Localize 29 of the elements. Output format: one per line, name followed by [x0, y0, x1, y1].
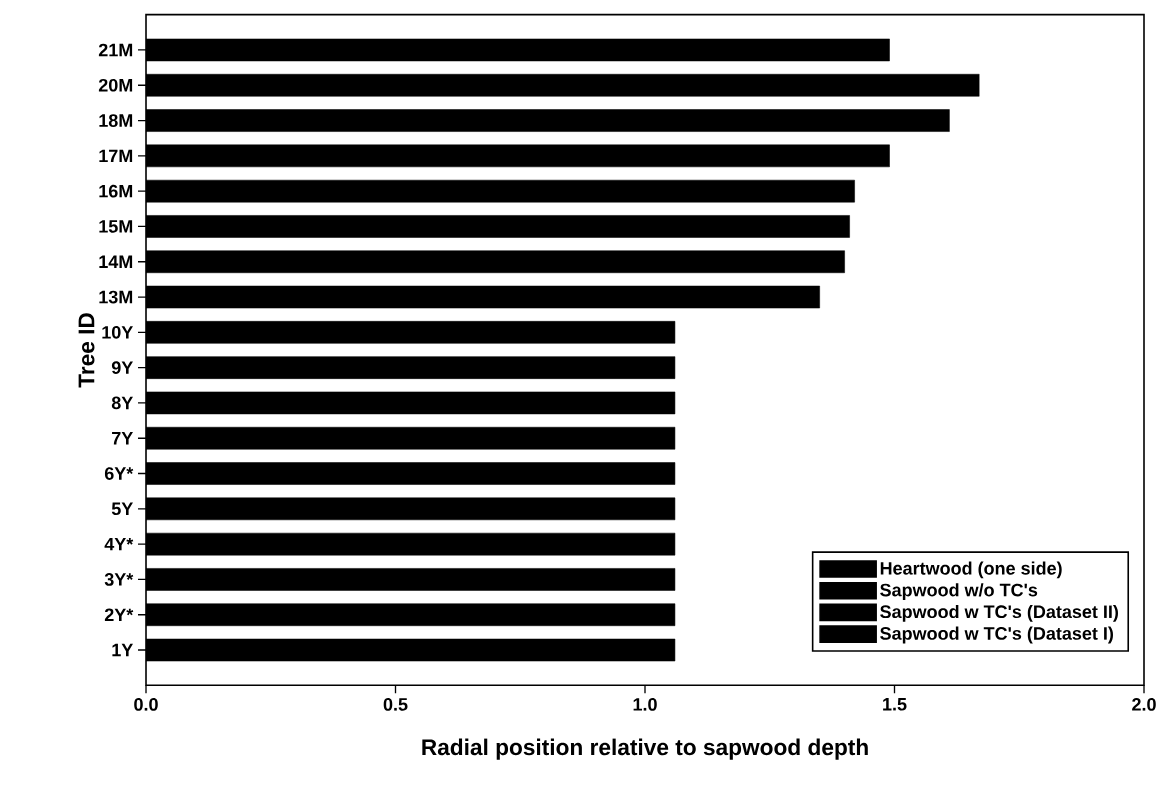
y-tick-label: 14M — [99, 255, 133, 268]
y-tick-label: 5Y — [111, 502, 133, 516]
x-tick-label: 0.5 — [383, 698, 408, 711]
y-tick-label: 9Y — [111, 361, 133, 374]
y-tick-label: 8Y — [111, 396, 133, 410]
y-tick-label: 13M — [99, 290, 133, 304]
legend-label: Sapwood w TC's (Dataset II) — [880, 604, 1118, 622]
x-tick-label: 2.0 — [1132, 698, 1156, 711]
legend-label: Sapwood w/o TC's — [880, 583, 1038, 600]
legend-label: Heartwood (one side) — [880, 561, 1062, 579]
y-tick-label: 4Y* — [104, 537, 134, 551]
y-tick-label: 3Y* — [104, 573, 134, 586]
x-tick-label: 1.5 — [883, 698, 907, 711]
y-tick-label: 10Y — [102, 325, 133, 339]
x-tick-label: 1.0 — [633, 698, 657, 711]
y-tick-label: 15M — [99, 220, 133, 233]
x-tick-label: 0.0 — [134, 698, 158, 711]
x-axis-title: Radial position relative to sapwood depth — [422, 738, 868, 760]
y-tick-label: 7Y — [112, 432, 133, 445]
y-axis-title: Tree ID — [78, 313, 95, 388]
y-tick-label: 17M — [99, 149, 133, 163]
y-tick-label: 16M — [99, 184, 133, 198]
y-tick-label: 1Y — [112, 643, 133, 657]
y-tick-label: 18M — [99, 114, 133, 127]
y-tick-label: 2Y* — [104, 608, 134, 622]
y-tick-label: 6Y* — [104, 467, 134, 480]
y-tick-label: 20M — [98, 78, 133, 92]
y-tick-label: 21M — [98, 43, 133, 57]
legend-label: Sapwood w TC's (Dataset I) — [880, 626, 1113, 644]
